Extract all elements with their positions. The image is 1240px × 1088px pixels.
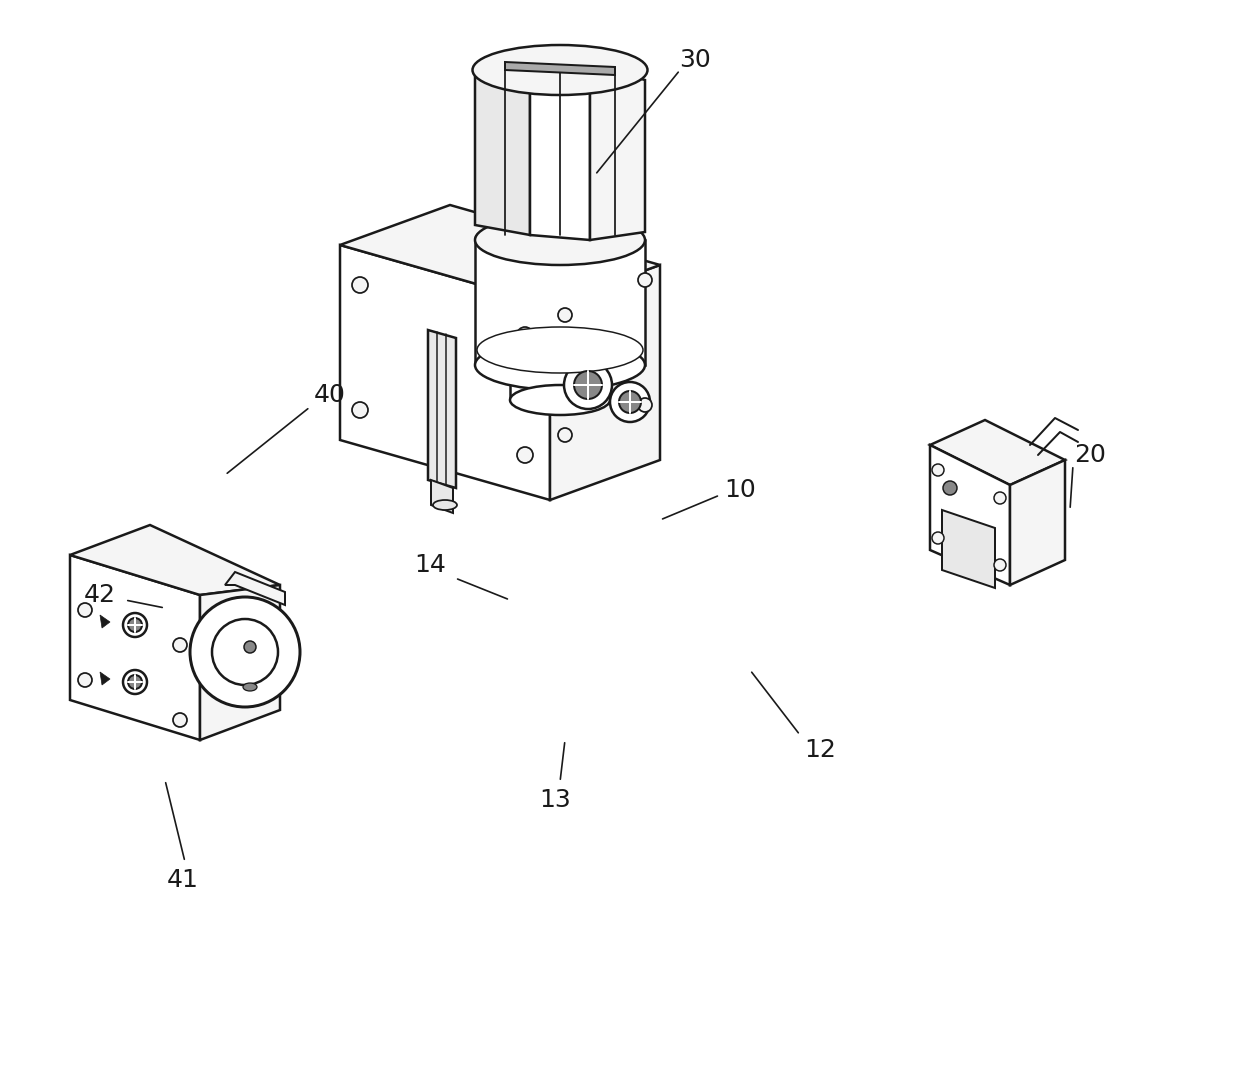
Circle shape xyxy=(639,398,652,412)
Circle shape xyxy=(558,428,572,442)
Circle shape xyxy=(517,327,533,343)
Polygon shape xyxy=(475,240,645,364)
Text: 13: 13 xyxy=(539,788,570,812)
Circle shape xyxy=(558,308,572,322)
Circle shape xyxy=(123,613,148,636)
Circle shape xyxy=(994,492,1006,504)
Polygon shape xyxy=(100,615,110,628)
Circle shape xyxy=(564,361,613,409)
Circle shape xyxy=(123,670,148,694)
Circle shape xyxy=(174,713,187,727)
Circle shape xyxy=(610,382,650,422)
Ellipse shape xyxy=(510,385,610,415)
Circle shape xyxy=(517,447,533,463)
Polygon shape xyxy=(1011,460,1065,585)
Circle shape xyxy=(994,559,1006,571)
Ellipse shape xyxy=(433,500,458,510)
Polygon shape xyxy=(69,526,280,595)
Polygon shape xyxy=(505,62,615,75)
Polygon shape xyxy=(551,265,660,500)
Circle shape xyxy=(932,532,944,544)
Circle shape xyxy=(244,641,255,653)
Polygon shape xyxy=(590,65,645,240)
Circle shape xyxy=(352,277,368,293)
Polygon shape xyxy=(200,585,280,740)
Circle shape xyxy=(574,371,601,399)
Polygon shape xyxy=(432,480,453,514)
Ellipse shape xyxy=(475,339,645,390)
Circle shape xyxy=(174,638,187,652)
Polygon shape xyxy=(930,420,1065,485)
Polygon shape xyxy=(100,672,110,685)
Circle shape xyxy=(619,391,641,413)
Circle shape xyxy=(78,603,92,617)
Ellipse shape xyxy=(475,228,554,261)
Polygon shape xyxy=(428,330,456,489)
Text: 10: 10 xyxy=(724,478,756,502)
Text: 42: 42 xyxy=(84,583,117,607)
Circle shape xyxy=(212,619,278,685)
Circle shape xyxy=(932,463,944,477)
Circle shape xyxy=(78,673,92,687)
Ellipse shape xyxy=(477,327,644,373)
Text: 12: 12 xyxy=(804,738,836,762)
Circle shape xyxy=(942,481,957,495)
Polygon shape xyxy=(224,572,285,605)
Polygon shape xyxy=(942,510,994,588)
Circle shape xyxy=(128,618,143,632)
Circle shape xyxy=(128,675,143,689)
Text: 20: 20 xyxy=(1074,443,1106,467)
Text: 41: 41 xyxy=(167,868,198,892)
Text: 14: 14 xyxy=(414,553,446,577)
Polygon shape xyxy=(529,60,590,240)
Polygon shape xyxy=(340,205,660,305)
Polygon shape xyxy=(930,445,1011,585)
Ellipse shape xyxy=(475,215,645,265)
Circle shape xyxy=(190,597,300,707)
Text: 30: 30 xyxy=(680,48,711,72)
Circle shape xyxy=(639,273,652,287)
Ellipse shape xyxy=(243,683,257,691)
Polygon shape xyxy=(69,555,200,740)
Polygon shape xyxy=(340,245,551,500)
Circle shape xyxy=(352,401,368,418)
Text: 40: 40 xyxy=(314,383,346,407)
Polygon shape xyxy=(475,60,529,235)
Polygon shape xyxy=(510,364,610,400)
Ellipse shape xyxy=(472,45,647,95)
